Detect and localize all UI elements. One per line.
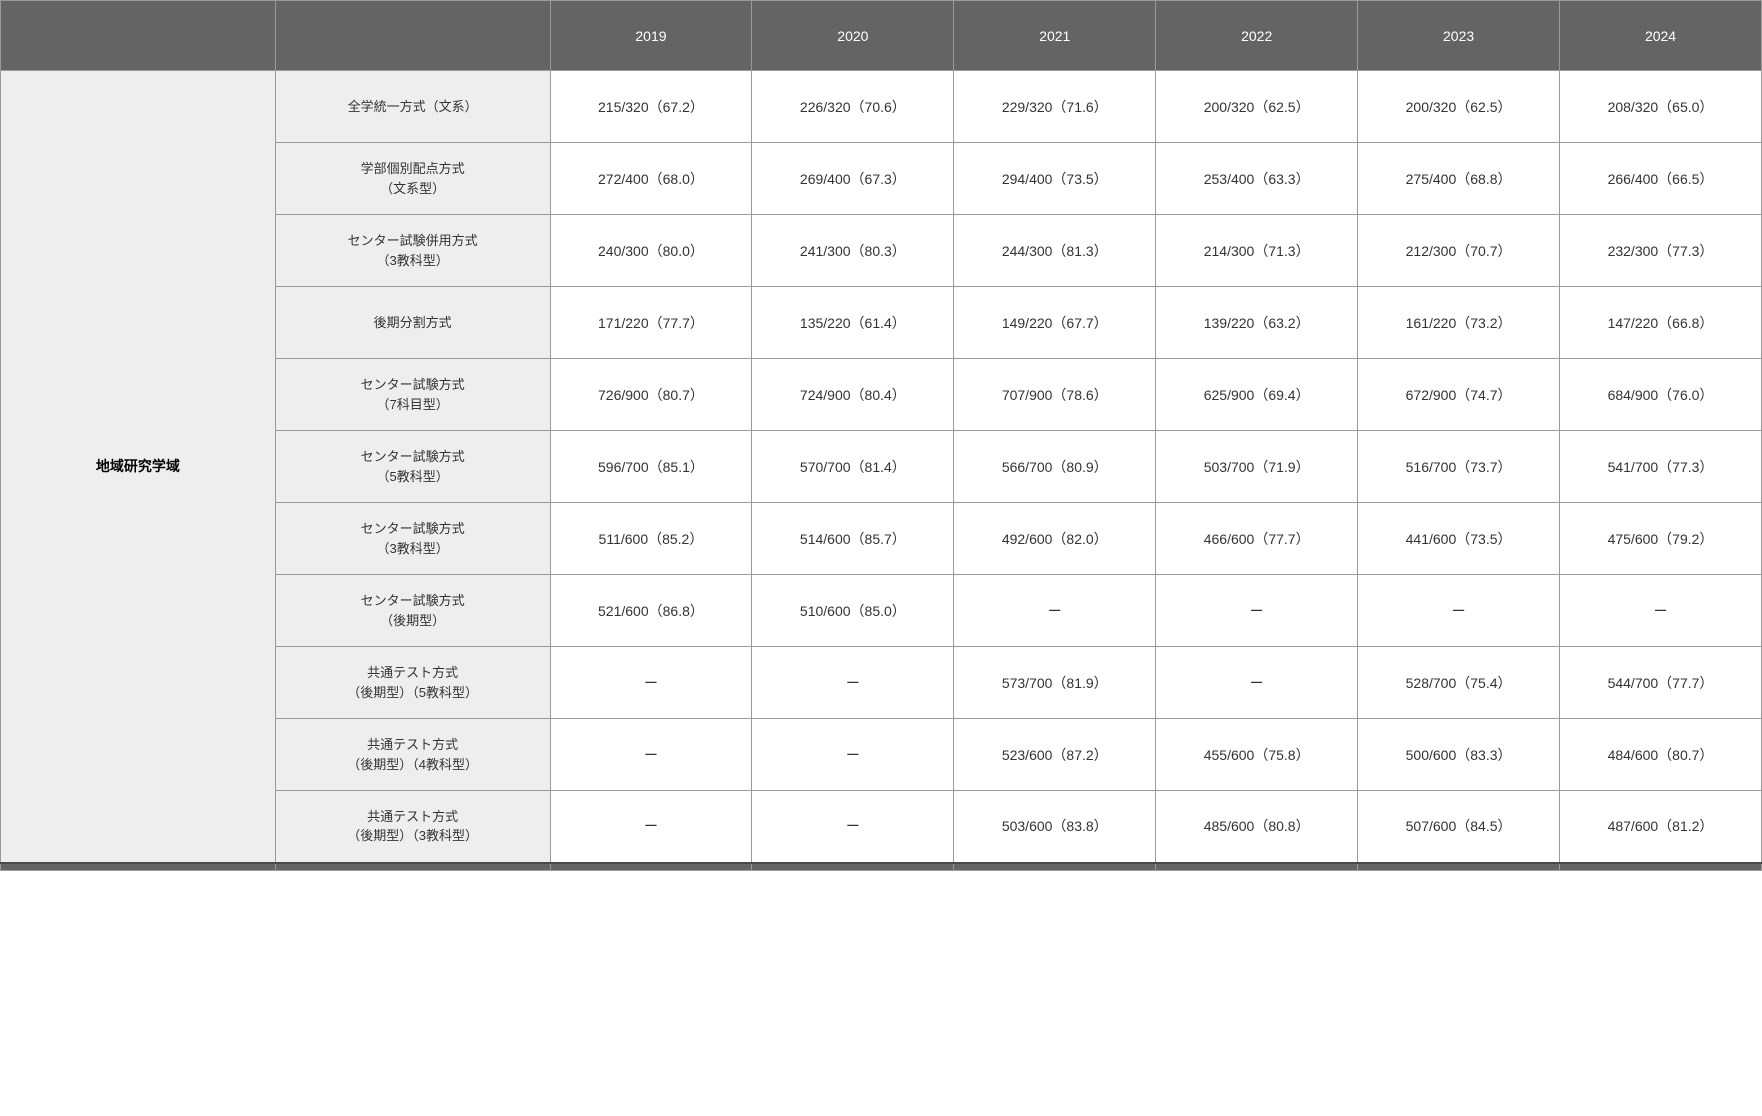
value-cell: 275/400（68.8） [1358, 143, 1560, 215]
header-year-2024: 2024 [1560, 1, 1762, 71]
table-body: 地域研究学域全学統一方式（文系）215/320（67.2）226/320（70.… [1, 71, 1762, 863]
value-cell: 266/400（66.5） [1560, 143, 1762, 215]
value-cell: 475/600（79.2） [1560, 503, 1762, 575]
value-cell: 516/700（73.7） [1358, 431, 1560, 503]
value-cell: ー [752, 647, 954, 719]
header-blank-category [1, 1, 276, 71]
value-cell: 566/700（80.9） [954, 431, 1156, 503]
value-cell: 441/600（73.5） [1358, 503, 1560, 575]
value-cell: 139/220（63.2） [1156, 287, 1358, 359]
value-cell: 523/600（87.2） [954, 719, 1156, 791]
value-cell: 541/700（77.3） [1560, 431, 1762, 503]
method-cell: センター試験方式（5教科型） [275, 431, 550, 503]
value-cell: ー [1560, 575, 1762, 647]
value-cell: 200/320（62.5） [1156, 71, 1358, 143]
value-cell: 200/320（62.5） [1358, 71, 1560, 143]
value-cell: 625/900（69.4） [1156, 359, 1358, 431]
table-header: 2019 2020 2021 2022 2023 2024 [1, 1, 1762, 71]
header-year-2020: 2020 [752, 1, 954, 71]
method-cell: 後期分割方式 [275, 287, 550, 359]
value-cell: 528/700（75.4） [1358, 647, 1560, 719]
value-cell: 171/220（77.7） [550, 287, 752, 359]
value-cell: 707/900（78.6） [954, 359, 1156, 431]
value-cell: 672/900（74.7） [1358, 359, 1560, 431]
value-cell: ー [550, 791, 752, 863]
value-cell: 455/600（75.8） [1156, 719, 1358, 791]
value-cell: 232/300（77.3） [1560, 215, 1762, 287]
method-cell: 共通テスト方式（後期型）（5教科型） [275, 647, 550, 719]
value-cell: 214/300（71.3） [1156, 215, 1358, 287]
header-year-2022: 2022 [1156, 1, 1358, 71]
method-cell: センター試験方式（3教科型） [275, 503, 550, 575]
value-cell: ー [752, 791, 954, 863]
value-cell: 229/320（71.6） [954, 71, 1156, 143]
value-cell: 135/220（61.4） [752, 287, 954, 359]
value-cell: 507/600（84.5） [1358, 791, 1560, 863]
value-cell: ー [1358, 575, 1560, 647]
value-cell: 226/320（70.6） [752, 71, 954, 143]
value-cell: ー [954, 575, 1156, 647]
value-cell: 253/400（63.3） [1156, 143, 1358, 215]
value-cell: ー [1156, 575, 1358, 647]
value-cell: 149/220（67.7） [954, 287, 1156, 359]
value-cell: 596/700（85.1） [550, 431, 752, 503]
value-cell: 208/320（65.0） [1560, 71, 1762, 143]
value-cell: ー [550, 647, 752, 719]
value-cell: 726/900（80.7） [550, 359, 752, 431]
method-cell: 学部個別配点方式（文系型） [275, 143, 550, 215]
method-cell: センター試験方式（後期型） [275, 575, 550, 647]
value-cell: 492/600（82.0） [954, 503, 1156, 575]
header-year-2023: 2023 [1358, 1, 1560, 71]
value-cell: 684/900（76.0） [1560, 359, 1762, 431]
value-cell: 272/400（68.0） [550, 143, 752, 215]
method-cell: 共通テスト方式（後期型）（3教科型） [275, 791, 550, 863]
value-cell: 484/600（80.7） [1560, 719, 1762, 791]
value-cell: 161/220（73.2） [1358, 287, 1560, 359]
value-cell: 503/700（71.9） [1156, 431, 1358, 503]
table-footer-spacer [1, 863, 1762, 871]
header-year-2019: 2019 [550, 1, 752, 71]
value-cell: 485/600（80.8） [1156, 791, 1358, 863]
method-cell: 全学統一方式（文系） [275, 71, 550, 143]
value-cell: 487/600（81.2） [1560, 791, 1762, 863]
value-cell: 511/600（85.2） [550, 503, 752, 575]
method-cell: センター試験方式（7科目型） [275, 359, 550, 431]
value-cell: 503/600（83.8） [954, 791, 1156, 863]
table-row: 地域研究学域全学統一方式（文系）215/320（67.2）226/320（70.… [1, 71, 1762, 143]
method-cell: 共通テスト方式（後期型）（4教科型） [275, 719, 550, 791]
value-cell: 269/400（67.3） [752, 143, 954, 215]
value-cell: 724/900（80.4） [752, 359, 954, 431]
value-cell: ー [550, 719, 752, 791]
value-cell: 570/700（81.4） [752, 431, 954, 503]
header-blank-method [275, 1, 550, 71]
value-cell: 241/300（80.3） [752, 215, 954, 287]
header-year-2021: 2021 [954, 1, 1156, 71]
value-cell: 544/700（77.7） [1560, 647, 1762, 719]
value-cell: 147/220（66.8） [1560, 287, 1762, 359]
method-cell: センター試験併用方式（3教科型） [275, 215, 550, 287]
value-cell: 573/700（81.9） [954, 647, 1156, 719]
admissions-score-table: 2019 2020 2021 2022 2023 2024 地域研究学域全学統一… [0, 0, 1762, 871]
value-cell: 212/300（70.7） [1358, 215, 1560, 287]
value-cell: 240/300（80.0） [550, 215, 752, 287]
value-cell: 466/600（77.7） [1156, 503, 1358, 575]
value-cell: ー [1156, 647, 1358, 719]
value-cell: 294/400（73.5） [954, 143, 1156, 215]
category-cell: 地域研究学域 [1, 71, 276, 863]
value-cell: 510/600（85.0） [752, 575, 954, 647]
value-cell: 514/600（85.7） [752, 503, 954, 575]
value-cell: 521/600（86.8） [550, 575, 752, 647]
value-cell: 500/600（83.3） [1358, 719, 1560, 791]
value-cell: ー [752, 719, 954, 791]
value-cell: 244/300（81.3） [954, 215, 1156, 287]
value-cell: 215/320（67.2） [550, 71, 752, 143]
